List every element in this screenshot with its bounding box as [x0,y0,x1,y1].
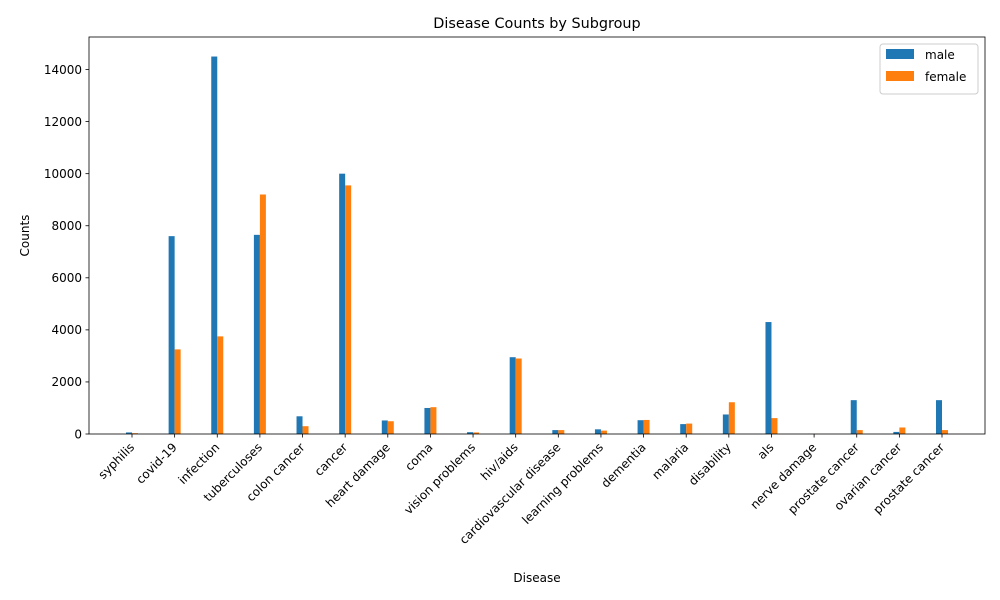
bar-female-2 [217,336,224,434]
bar-female-19 [942,430,948,434]
y-tick-label: 14000 [44,63,82,77]
y-axis: 0 2000 4000 6000 8000 10000 12000 14000 [44,63,89,441]
bar-male-7 [424,407,431,434]
bar-male-3 [253,234,260,434]
bar-female-12 [643,419,650,434]
bar-female-10 [558,430,565,434]
y-tick-label: 12000 [44,115,82,129]
bar-male-8 [467,432,474,434]
x-axis-label: Disease [513,571,560,585]
bar-female-9 [515,358,522,434]
y-tick-label: 2000 [51,375,82,389]
bar-male-1 [168,236,175,434]
bar-female-8 [473,432,480,434]
bars-group [126,56,948,435]
y-tick-label: 8000 [51,219,82,233]
bar-male-17 [850,400,857,434]
y-tick-label: 6000 [51,271,82,285]
bar-female-15 [771,418,778,434]
bar-female-14 [728,402,735,434]
y-tick-label: 4000 [51,323,82,337]
bar-female-13 [686,423,693,434]
legend: male female [879,43,979,95]
bar-female-11 [600,430,607,434]
bar-male-15 [765,322,772,434]
bar-male-14 [722,414,729,434]
chart-title: Disease Counts by Subgroup [433,16,640,32]
bar-female-6 [387,421,394,434]
bar-male-12 [637,420,644,434]
bar-female-1 [174,349,181,434]
bar-female-17 [856,430,863,434]
legend-label-female: female [925,70,966,84]
legend-label-male: male [925,48,955,62]
bar-male-19 [936,400,942,434]
bar-female-4 [302,426,309,434]
bar-female-3 [259,194,266,434]
y-tick-label: 0 [74,427,82,441]
bar-male-13 [680,424,687,434]
bar-male-9 [509,357,516,434]
bar-male-4 [296,416,303,434]
bar-male-0 [126,432,132,434]
bar-male-11 [594,429,601,434]
bar-male-10 [552,430,559,434]
bar-male-2 [211,56,218,434]
bar-male-5 [339,173,346,435]
bar-female-5 [345,185,352,434]
bar-male-6 [381,420,388,434]
plot-area-frame [88,36,986,435]
bar-female-18 [899,427,906,434]
y-tick-label: 10000 [44,167,82,181]
y-axis-label: Counts [18,215,32,257]
bar-female-7 [430,407,437,434]
legend-swatch-male [886,49,914,59]
bar-male-18 [893,431,900,434]
legend-swatch-female [886,71,914,81]
